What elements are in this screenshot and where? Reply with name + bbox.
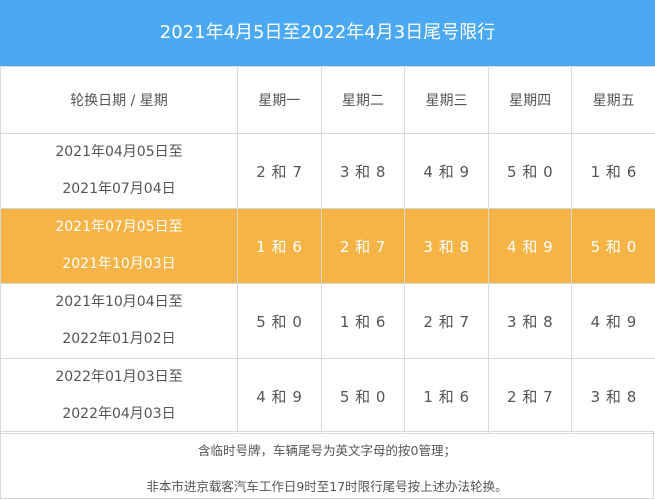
monday-plates: 5 和 0 [237, 283, 322, 359]
friday-plates: 4 和 9 [571, 283, 655, 359]
monday-plates: 2 和 7 [237, 133, 322, 209]
date-range-cell: 2021年10月04日至 2022年01月02日 [0, 283, 238, 359]
page-title: 2021年4月5日至2022年4月3日尾号限行 [0, 0, 655, 66]
date-start: 2022年01月03日至 [55, 369, 183, 385]
monday-plates: 4 和 9 [237, 358, 322, 434]
monday-plates: 1 和 6 [237, 208, 322, 284]
thursday-plates: 4 和 9 [487, 208, 573, 284]
date-start: 2021年10月04日至 [55, 294, 183, 310]
note-line-2: 非本市进京载客汽车工作日9时至17时限行尾号按上述办法轮换。 [146, 479, 508, 494]
tuesday-plates: 1 和 6 [320, 283, 406, 359]
header-thursday: 星期四 [487, 66, 573, 134]
wednesday-plates: 2 和 7 [404, 283, 489, 359]
notes-box: 含临时号牌，车辆尾号为英文字母的按0管理； 非本市进京载客汽车工作日9时至17时… [0, 431, 654, 499]
date-range-cell: 2021年04月05日至 2021年07月04日 [0, 133, 238, 209]
date-range-cell: 2022年01月03日至 2022年04月03日 [0, 358, 238, 434]
header-tuesday: 星期二 [320, 66, 406, 134]
note-line-1: 含临时号牌，车辆尾号为英文字母的按0管理； [198, 443, 456, 458]
tuesday-plates: 3 和 8 [320, 133, 406, 209]
header-wednesday: 星期三 [404, 66, 489, 134]
date-end: 2022年04月03日 [62, 406, 176, 422]
date-end: 2021年07月04日 [62, 181, 176, 197]
header-monday: 星期一 [237, 66, 322, 134]
thursday-plates: 5 和 0 [487, 133, 573, 209]
friday-plates: 3 和 8 [571, 358, 655, 434]
tuesday-plates: 5 和 0 [320, 358, 406, 434]
header-rotation-date: 轮换日期 / 星期 [0, 66, 238, 134]
date-range-cell: 2021年07月05日至 2021年10月03日 [0, 208, 238, 284]
table-row-current: 2021年07月05日至 2021年10月03日 1 和 6 2 和 7 3 和… [0, 208, 655, 284]
wednesday-plates: 1 和 6 [404, 358, 489, 434]
tuesday-plates: 2 和 7 [320, 208, 406, 284]
table-row: 2021年04月05日至 2021年07月04日 2 和 7 3 和 8 4 和… [0, 133, 655, 209]
date-start: 2021年07月05日至 [55, 219, 183, 235]
schedule-table: 轮换日期 / 星期 星期一 星期二 星期三 星期四 星期五 2021年04月05… [0, 66, 655, 434]
friday-plates: 5 和 0 [571, 208, 655, 284]
table-header-row: 轮换日期 / 星期 星期一 星期二 星期三 星期四 星期五 [0, 66, 655, 134]
header-friday: 星期五 [571, 66, 655, 134]
thursday-plates: 2 和 7 [487, 358, 573, 434]
wednesday-plates: 4 和 9 [404, 133, 489, 209]
wednesday-plates: 3 和 8 [404, 208, 489, 284]
date-end: 2022年01月02日 [62, 331, 176, 347]
table-row: 2022年01月03日至 2022年04月03日 4 和 9 5 和 0 1 和… [0, 358, 655, 434]
table-row: 2021年10月04日至 2022年01月02日 5 和 0 1 和 6 2 和… [0, 283, 655, 359]
date-end: 2021年10月03日 [62, 256, 176, 272]
friday-plates: 1 和 6 [571, 133, 655, 209]
date-start: 2021年04月05日至 [55, 144, 183, 160]
thursday-plates: 3 和 8 [487, 283, 573, 359]
